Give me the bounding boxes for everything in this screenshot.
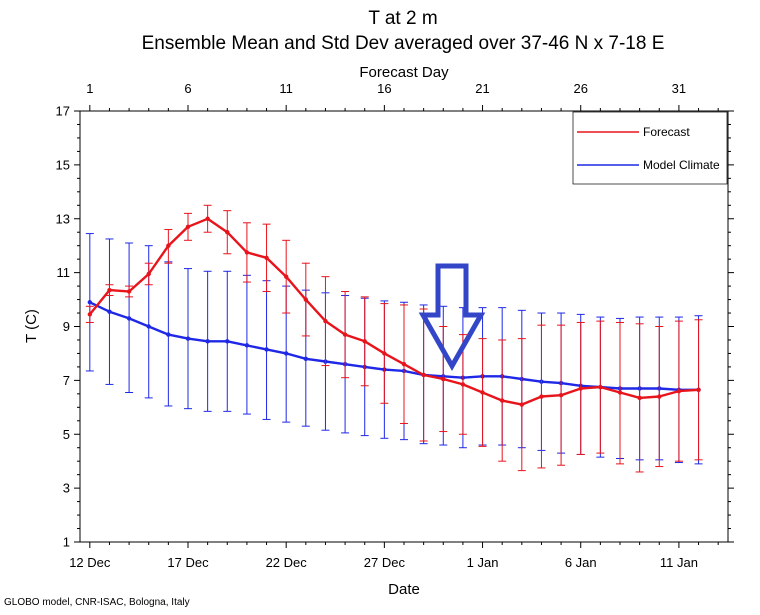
legend-label-model-climate: Model Climate bbox=[643, 158, 720, 172]
data-point-model-climate bbox=[244, 343, 250, 348]
data-point-forecast bbox=[166, 243, 171, 248]
data-point-forecast bbox=[441, 376, 446, 382]
x-tick-label-top: 21 bbox=[475, 81, 489, 96]
data-point-forecast bbox=[676, 388, 682, 394]
legend-label-forecast: Forecast bbox=[643, 125, 690, 139]
data-point-forecast bbox=[146, 271, 151, 277]
x-tick-label-bottom: 22 Dec bbox=[266, 555, 308, 570]
y-tick-label: 1 bbox=[63, 535, 70, 550]
down-arrow-icon bbox=[418, 263, 486, 372]
data-point-model-climate bbox=[205, 339, 210, 344]
data-point-model-climate bbox=[87, 300, 93, 305]
x-axis-label: Date bbox=[388, 581, 420, 598]
footer-credit: GLOBO model, CNR-ISAC, Bologna, Italy bbox=[4, 597, 190, 608]
y-tick-label: 15 bbox=[56, 157, 70, 172]
data-point-forecast bbox=[519, 402, 525, 407]
x-tick-label-bottom: 11 Jan bbox=[660, 555, 698, 570]
y-tick-label: 7 bbox=[63, 373, 70, 388]
y-tick-label: 11 bbox=[57, 265, 71, 280]
data-point-model-climate bbox=[166, 332, 171, 337]
legend-box bbox=[572, 111, 728, 185]
x-tick-label-bottom: 12 Dec bbox=[69, 555, 111, 570]
data-point-forecast bbox=[657, 394, 662, 399]
series-forecast bbox=[85, 204, 703, 473]
x-tick-label-top: 6 bbox=[184, 81, 191, 96]
data-point-forecast bbox=[617, 390, 623, 395]
y-tick-label: 9 bbox=[63, 319, 70, 334]
data-point-forecast bbox=[87, 312, 93, 317]
data-point-forecast bbox=[283, 274, 289, 279]
data-point-model-climate bbox=[303, 356, 309, 362]
data-point-forecast bbox=[578, 386, 583, 391]
x-tick-label-top: 16 bbox=[377, 81, 391, 96]
data-point-forecast bbox=[264, 255, 269, 261]
data-point-forecast bbox=[303, 297, 309, 302]
data-point-forecast bbox=[696, 387, 701, 393]
data-point-forecast bbox=[362, 339, 367, 344]
data-point-forecast bbox=[126, 289, 132, 294]
y-tick-label: 3 bbox=[63, 481, 70, 496]
data-point-forecast bbox=[185, 224, 191, 230]
x-tick-label-bottom: 6 Jan bbox=[565, 555, 597, 570]
data-point-forecast bbox=[539, 394, 544, 399]
data-point-forecast bbox=[598, 384, 603, 390]
data-point-forecast bbox=[401, 362, 407, 367]
top-axis-label: Forecast Day bbox=[359, 64, 449, 81]
chart-subtitle: Ensemble Mean and Std Dev averaged over … bbox=[142, 33, 665, 54]
data-point-model-climate bbox=[185, 336, 191, 341]
data-point-model-climate bbox=[225, 339, 230, 344]
data-point-model-climate bbox=[107, 309, 112, 314]
data-point-forecast bbox=[382, 351, 387, 356]
legend: Forecast Model Climate bbox=[572, 111, 728, 185]
plot-layer bbox=[85, 204, 703, 473]
x-tick-label-bottom: 27 Dec bbox=[364, 555, 406, 570]
y-tick-label: 5 bbox=[63, 427, 70, 442]
data-point-forecast bbox=[205, 216, 210, 221]
data-point-forecast bbox=[342, 332, 348, 337]
x-tick-label-top: 31 bbox=[672, 81, 686, 96]
data-point-forecast bbox=[480, 390, 485, 395]
data-point-model-climate bbox=[126, 316, 132, 321]
data-point-forecast bbox=[421, 372, 426, 378]
data-point-model-climate bbox=[283, 351, 289, 356]
arrow-annotation bbox=[418, 263, 486, 372]
x-tick-label-top: 26 bbox=[573, 81, 587, 96]
x-tick-label-top: 1 bbox=[86, 81, 93, 96]
chart-title: T at 2 m bbox=[368, 8, 437, 29]
x-tick-label-bottom: 1 Jan bbox=[467, 555, 499, 570]
series-line-forecast bbox=[88, 217, 699, 406]
data-point-forecast bbox=[323, 318, 328, 324]
data-point-model-climate bbox=[264, 347, 269, 352]
series-model-climate bbox=[85, 233, 703, 465]
data-point-forecast bbox=[558, 392, 564, 398]
data-point-forecast bbox=[244, 250, 250, 255]
data-point-model-climate bbox=[146, 324, 151, 329]
data-point-forecast bbox=[637, 395, 642, 401]
x-tick-label-bottom: 17 Dec bbox=[167, 555, 209, 570]
data-point-forecast bbox=[107, 287, 112, 293]
data-point-forecast bbox=[225, 230, 230, 235]
data-point-forecast bbox=[460, 382, 466, 387]
y-axis-label: T (C) bbox=[23, 309, 40, 343]
data-point-forecast bbox=[499, 398, 505, 403]
y-tick-label: 17 bbox=[56, 104, 70, 119]
y-tick-label: 13 bbox=[56, 211, 70, 226]
series-line-model-climate bbox=[89, 301, 699, 391]
x-tick-label-top: 11 bbox=[279, 81, 293, 96]
